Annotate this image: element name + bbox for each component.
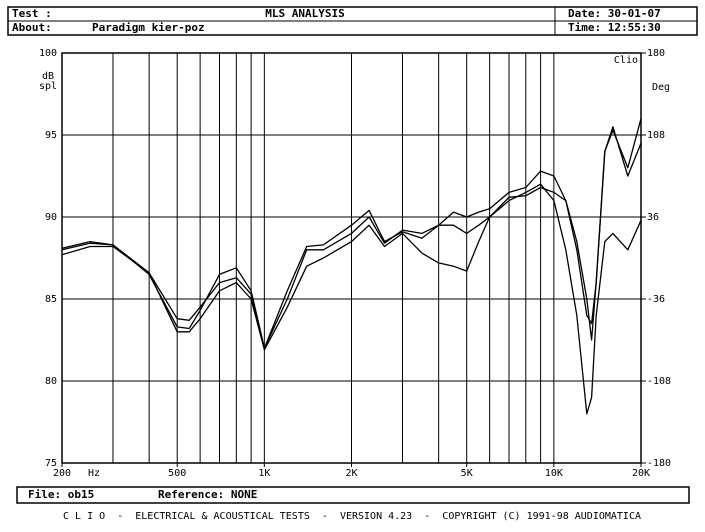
y2-tick-label: 108 <box>647 130 665 141</box>
y-label: spl <box>39 81 57 92</box>
x-tick-label: 20K <box>632 468 650 479</box>
about: Paradigm kier-poz <box>92 21 205 34</box>
x-tick-label: 10K <box>545 468 563 479</box>
title: MLS ANALYSIS <box>265 7 344 20</box>
date: Date: 30-01-07 <box>568 7 661 20</box>
reference: Reference: NONE <box>158 488 257 501</box>
file-box <box>16 486 690 504</box>
response-curve <box>61 118 642 349</box>
x-tick-label: 5K <box>461 468 473 479</box>
x-tick-label: 200 <box>53 468 71 479</box>
x-tick-label: 1K <box>258 468 270 479</box>
y-tick-label: 95 <box>45 130 57 141</box>
response-curve <box>61 126 642 351</box>
file: File: ob15 <box>28 488 94 501</box>
y2-tick-label: -36 <box>647 294 665 305</box>
time: Time: 12:55:30 <box>568 21 661 34</box>
test-label: Test : <box>12 7 52 20</box>
y-tick-label: 80 <box>45 376 57 387</box>
y-label: dB <box>42 71 54 82</box>
y2-tick-label: -180 <box>647 458 671 469</box>
y2-tick-label: -108 <box>647 376 671 387</box>
y-tick-label: 85 <box>45 294 57 305</box>
credits: C L I O - ELECTRICAL & ACOUSTICAL TESTS … <box>63 511 641 522</box>
y2-label: Deg <box>652 82 670 93</box>
x-tick-label: 500 <box>168 468 186 479</box>
y2-tick-label: 36 <box>647 212 659 223</box>
y2-tick-label: 180 <box>647 48 665 59</box>
y-tick-label: 75 <box>45 458 57 469</box>
x-tick-label: 2K <box>345 468 357 479</box>
y-tick-label: 100 <box>39 48 57 59</box>
y-tick-label: 90 <box>45 212 57 223</box>
response-curve <box>61 183 642 415</box>
brand: Clio <box>614 55 638 66</box>
about-label: About: <box>12 21 52 34</box>
x-unit: Hz <box>88 468 100 479</box>
